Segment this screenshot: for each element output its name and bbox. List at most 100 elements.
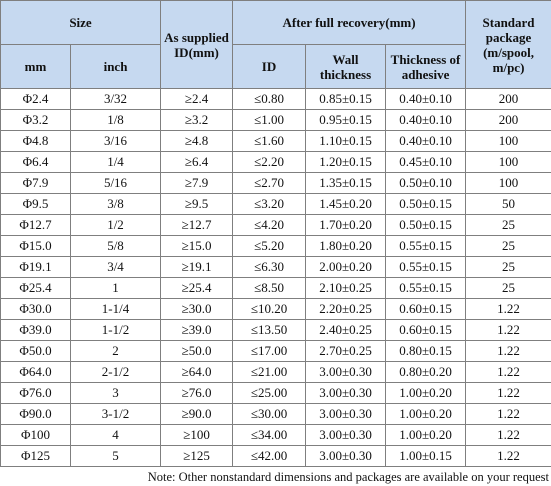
table-cell: 2-1/2 bbox=[69, 361, 162, 383]
table-cell: ≤25.00 bbox=[232, 382, 307, 404]
table-cell: ≤0.80 bbox=[232, 88, 307, 110]
table-cell: Φ76.0 bbox=[0, 382, 71, 404]
table-cell: 0.50±0.10 bbox=[385, 172, 467, 194]
table-cell: 2.00±0.20 bbox=[305, 256, 387, 278]
table-cell: Φ7.9 bbox=[0, 172, 71, 194]
table-cell: 3/8 bbox=[69, 193, 162, 215]
spec-table: Size As supplied ID(mm) After full recov… bbox=[0, 0, 551, 467]
table-cell: 5/16 bbox=[69, 172, 162, 194]
table-cell: 5/8 bbox=[69, 235, 162, 257]
table-row: Φ30.0 1-1/4 ≥30.0 ≤10.20 2.20±0.25 0.60±0.15 1… bbox=[0, 298, 551, 320]
table-cell: 1.00±0.20 bbox=[385, 424, 467, 446]
table-cell: 0.60±0.15 bbox=[385, 298, 467, 320]
table-cell: ≤2.70 bbox=[232, 172, 307, 194]
table-row: Φ9.5 3/8 ≥9.5 ≤3.20 1.45±0.20 0.50±0.15 50 bbox=[0, 193, 551, 215]
table-cell: 0.55±0.15 bbox=[385, 277, 467, 299]
table-cell: Φ50.0 bbox=[0, 340, 71, 362]
header-cell: mm bbox=[0, 44, 71, 89]
table-cell: 0.40±0.10 bbox=[385, 130, 467, 152]
table-cell: ≤2.20 bbox=[232, 151, 307, 173]
header-cell: Size bbox=[0, 0, 162, 45]
table-cell: 200 bbox=[465, 88, 551, 110]
table-cell: 1-1/2 bbox=[69, 319, 162, 341]
table-cell: 1.70±0.20 bbox=[305, 214, 387, 236]
table-cell: 0.45±0.10 bbox=[385, 151, 467, 173]
table-cell: 25 bbox=[465, 235, 551, 257]
table-cell: Φ90.0 bbox=[0, 403, 71, 425]
table-row: Φ76.0 3 ≥76.0 ≤25.00 3.00±0.30 1.00±0.20 1.22 bbox=[0, 382, 551, 404]
table-cell: 2 bbox=[69, 340, 162, 362]
table-cell: 100 bbox=[465, 172, 551, 194]
table-cell: 1.80±0.20 bbox=[305, 235, 387, 257]
table-cell: Φ39.0 bbox=[0, 319, 71, 341]
table-cell: 1.22 bbox=[465, 319, 551, 341]
table-cell: 1.45±0.20 bbox=[305, 193, 387, 215]
table-cell: 1/2 bbox=[69, 214, 162, 236]
table-cell: Φ6.4 bbox=[0, 151, 71, 173]
table-cell: 3-1/2 bbox=[69, 403, 162, 425]
table-row: Φ3.2 1/8 ≥3.2 ≤1.00 0.95±0.15 0.40±0.10 200 bbox=[0, 109, 551, 131]
table-row: Φ15.0 5/8 ≥15.0 ≤5.20 1.80±0.20 0.55±0.15 25 bbox=[0, 235, 551, 257]
table-cell: Φ64.0 bbox=[0, 361, 71, 383]
table-row: Φ100 4 ≥100 ≤34.00 3.00±0.30 1.00±0.20 1.22 bbox=[0, 424, 551, 446]
header-cell: Standard package (m/spool, m/pc) bbox=[465, 0, 551, 89]
table-cell: 1.35±0.15 bbox=[305, 172, 387, 194]
table-cell: 1.20±0.15 bbox=[305, 151, 387, 173]
table-cell: 0.55±0.15 bbox=[385, 256, 467, 278]
table-cell: 25 bbox=[465, 277, 551, 299]
table-row: Φ7.9 5/16 ≥7.9 ≤2.70 1.35±0.15 0.50±0.10 100 bbox=[0, 172, 551, 194]
table-cell: Φ100 bbox=[0, 424, 71, 446]
table-body: Φ2.4 3/32 ≥2.4 ≤0.80 0.85±0.15 0.40±0.10 200 Φ3… bbox=[0, 88, 551, 467]
header-cell: After full recovery(mm) bbox=[232, 0, 467, 45]
table-row: Φ2.4 3/32 ≥2.4 ≤0.80 0.85±0.15 0.40±0.10 200 bbox=[0, 88, 551, 110]
table-cell: ≥100 bbox=[160, 424, 234, 446]
table-cell: ≥39.0 bbox=[160, 319, 234, 341]
table-row: Φ50.0 2 ≥50.0 ≤17.00 2.70±0.25 0.80±0.15 1.22 bbox=[0, 340, 551, 362]
table-cell: Φ19.1 bbox=[0, 256, 71, 278]
table-cell: 4 bbox=[69, 424, 162, 446]
table-cell: ≤17.00 bbox=[232, 340, 307, 362]
table-cell: 1 bbox=[69, 277, 162, 299]
table-cell: ≤21.00 bbox=[232, 361, 307, 383]
table-cell: 1.22 bbox=[465, 298, 551, 320]
table-cell: ≥12.7 bbox=[160, 214, 234, 236]
table-cell: ≥64.0 bbox=[160, 361, 234, 383]
table-cell: 2.10±0.25 bbox=[305, 277, 387, 299]
table-cell: 100 bbox=[465, 151, 551, 173]
table-cell: 2.40±0.25 bbox=[305, 319, 387, 341]
table-cell: ≥6.4 bbox=[160, 151, 234, 173]
table-cell: ≤1.00 bbox=[232, 109, 307, 131]
table-cell: ≤34.00 bbox=[232, 424, 307, 446]
table-cell: 1.10±0.15 bbox=[305, 130, 387, 152]
table-cell: 3.00±0.30 bbox=[305, 361, 387, 383]
table-cell: ≥9.5 bbox=[160, 193, 234, 215]
table-cell: 1.22 bbox=[465, 445, 551, 467]
table-row: Φ19.1 3/4 ≥19.1 ≤6.30 2.00±0.20 0.55±0.15 25 bbox=[0, 256, 551, 278]
table-cell: ≤42.00 bbox=[232, 445, 307, 467]
table-cell: ≤6.30 bbox=[232, 256, 307, 278]
table-cell: ≤10.20 bbox=[232, 298, 307, 320]
table-cell: ≥90.0 bbox=[160, 403, 234, 425]
table-row: Φ90.0 3-1/2 ≥90.0 ≤30.00 3.00±0.30 1.00±0.20 1… bbox=[0, 403, 551, 425]
table-cell: 3.00±0.30 bbox=[305, 403, 387, 425]
table-cell: ≥7.9 bbox=[160, 172, 234, 194]
table-cell: ≥15.0 bbox=[160, 235, 234, 257]
table-cell: Φ30.0 bbox=[0, 298, 71, 320]
table-cell: 3.00±0.30 bbox=[305, 445, 387, 467]
table-cell: 0.85±0.15 bbox=[305, 88, 387, 110]
table-cell: 50 bbox=[465, 193, 551, 215]
table-cell: 1.22 bbox=[465, 361, 551, 383]
table-cell: 1.22 bbox=[465, 340, 551, 362]
note: Note: Other nonstandard dimensions and p… bbox=[147, 470, 549, 484]
table-cell: ≥2.4 bbox=[160, 88, 234, 110]
table-cell: ≥76.0 bbox=[160, 382, 234, 404]
table-cell: 200 bbox=[465, 109, 551, 131]
table-cell: ≥19.1 bbox=[160, 256, 234, 278]
table-cell: 3.00±0.30 bbox=[305, 424, 387, 446]
table-row: Φ125 5 ≥125 ≤42.00 3.00±0.30 1.00±0.15 1.22 bbox=[0, 445, 551, 467]
table-cell: ≤4.20 bbox=[232, 214, 307, 236]
table-cell: ≤8.50 bbox=[232, 277, 307, 299]
table-cell: 0.40±0.10 bbox=[385, 109, 467, 131]
table-cell: Φ15.0 bbox=[0, 235, 71, 257]
table-cell: 100 bbox=[465, 130, 551, 152]
